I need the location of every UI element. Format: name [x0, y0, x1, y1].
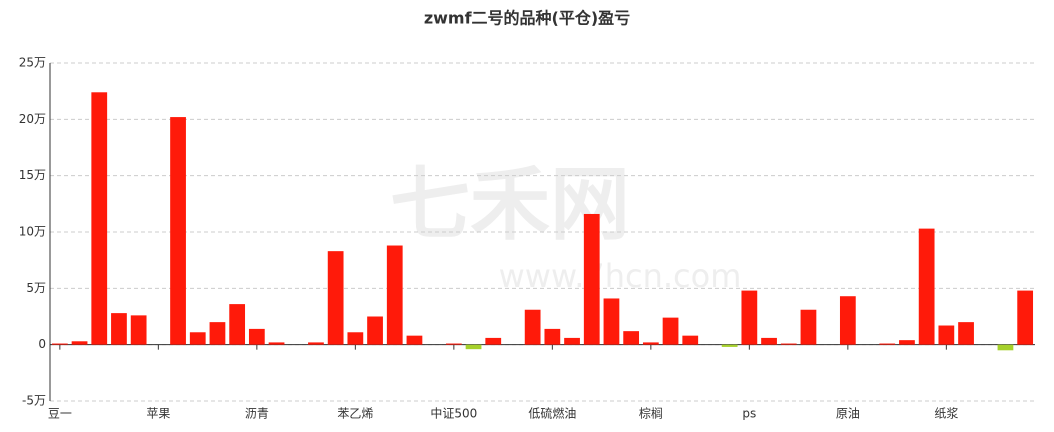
x-tick-label: ps	[742, 407, 756, 421]
bar	[308, 342, 324, 345]
bar	[248, 328, 265, 345]
bar	[1017, 290, 1034, 345]
bar	[445, 343, 462, 345]
bar	[327, 251, 344, 345]
bar	[918, 228, 935, 345]
bar	[623, 331, 640, 345]
bar	[229, 304, 246, 345]
chart-title: zwmf二号的品种(平仓)盈亏	[424, 9, 630, 28]
bar	[958, 322, 974, 345]
y-tick-label: 20万	[19, 112, 46, 126]
bar	[997, 344, 1014, 351]
bar	[367, 316, 383, 345]
x-tick-label: 低硫燃油	[528, 406, 576, 421]
bar	[564, 337, 580, 345]
bar	[91, 92, 108, 345]
bar	[524, 309, 541, 345]
y-tick-label: 15万	[19, 168, 46, 182]
bar	[465, 344, 482, 350]
bar	[268, 342, 285, 345]
bar	[170, 117, 186, 345]
bar	[386, 245, 403, 345]
bar	[209, 322, 226, 345]
bar	[879, 343, 896, 345]
watermark: www.7hcn.com	[499, 257, 742, 295]
bar	[51, 343, 68, 345]
bar	[800, 309, 817, 345]
bar	[899, 340, 915, 345]
y-tick-label: 0	[38, 337, 46, 351]
bar	[662, 317, 679, 345]
bar	[741, 290, 758, 345]
bar	[603, 298, 620, 345]
bar	[761, 337, 777, 345]
bar	[544, 328, 561, 345]
bar	[839, 296, 856, 345]
bar	[189, 332, 206, 345]
bar	[406, 335, 423, 345]
y-tick-label: 25万	[19, 56, 46, 70]
bar	[780, 343, 797, 345]
bar	[721, 344, 738, 347]
x-tick-label: 原油	[836, 407, 860, 421]
bar	[682, 335, 699, 345]
y-tick-label: 10万	[19, 225, 46, 239]
x-tick-label: 棕榈	[639, 406, 663, 421]
x-tick-label: 沥青	[245, 407, 269, 421]
bar	[642, 342, 659, 345]
bar	[583, 213, 600, 345]
bar	[130, 315, 147, 345]
x-tick-label: 豆一	[48, 407, 72, 421]
y-tick-label: -5万	[22, 394, 46, 408]
x-tick-label: 苯乙烯	[337, 407, 373, 421]
bar	[347, 332, 364, 345]
bar	[111, 313, 127, 345]
bar	[938, 325, 955, 345]
x-tick-label: 苹果	[146, 407, 170, 421]
bar	[71, 341, 88, 345]
x-tick-label: 中证500	[430, 406, 477, 421]
x-tick-label: 纸浆	[934, 406, 958, 421]
y-tick-label: 5万	[26, 281, 46, 295]
bar	[485, 337, 502, 345]
